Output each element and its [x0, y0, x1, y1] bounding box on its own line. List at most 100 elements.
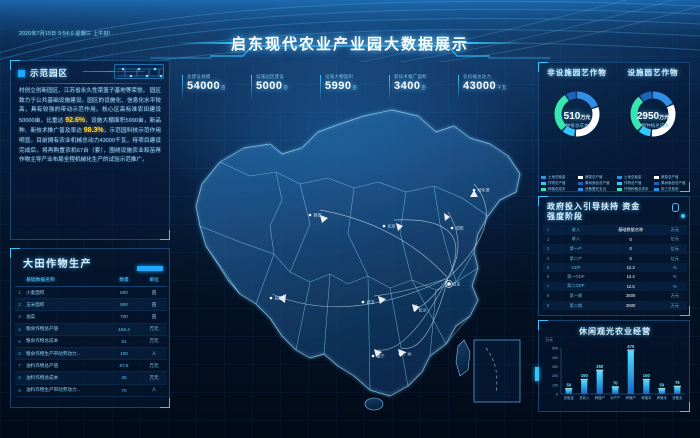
row-unit: 人 [141, 384, 167, 397]
para-line-2b: ，设施大棚面积5990亩，新品种、新技术推广普及率达 [19, 117, 161, 135]
table-row[interactable]: 9 第二期 2500 万元 [543, 300, 687, 311]
donut-card-0[interactable]: 非设施园艺作物 510万元 种植总成本 土地总租金 蔬菜总产值 作物总产值 果树食品总… [539, 68, 615, 191]
bar-chart-title: 休闲观光农业经营 [579, 327, 651, 336]
map-marker-广州[interactable]: 广州 [398, 351, 412, 357]
map-marker-西安[interactable]: 西安 [308, 212, 322, 218]
table-row[interactable]: 3 第一产 0 亿元 [543, 244, 687, 254]
donut-unit-1: 万元 [659, 115, 670, 121]
row-value: 87.5 [107, 359, 141, 373]
map-marker-南宁[interactable]: 南宁 [371, 353, 385, 359]
table-row[interactable]: 1 收入 基础数据名称 万元 [543, 225, 687, 235]
bar-水产产[interactable] [612, 387, 619, 394]
row-value: 基础数据名称 [598, 225, 663, 235]
map-marker-北京[interactable]: 北京 [382, 223, 396, 229]
stat-card-1[interactable]: 设施园区建设 5000亩 [251, 74, 320, 104]
stat-card-2[interactable]: 设施大棚面积 5990亩 [320, 74, 389, 104]
panel-horticulture-donuts: 非设施园艺作物 510万元 种植总成本 土地总租金 蔬菜总产值 作物总产值 果树食品总… [538, 62, 690, 192]
header-decoration [0, 0, 700, 62]
table-row[interactable]: 5 粮食作物总成本 51 万元 [15, 335, 167, 348]
donut-value-0: 510万元 [539, 111, 615, 122]
table-row[interactable]: 9 油料作物生产带动劳动力... 70 人 [15, 384, 167, 397]
stat-card-4[interactable]: 农机械总动力 43000千瓦 [458, 74, 527, 104]
bar-养殖本[interactable] [658, 389, 665, 394]
map-marker-哈尔滨[interactable]: 哈尔滨 [472, 187, 490, 193]
table-row[interactable]: 6 第一GDP 12.4% [543, 272, 687, 282]
stat-card-3[interactable]: 新技术推广面积 3400亩 [389, 74, 458, 104]
bar-设备支[interactable] [674, 387, 681, 394]
legend-swatch-icon [541, 182, 546, 185]
legend-item: 作物总产值 [617, 181, 654, 186]
row-unit: 亿元 [662, 244, 687, 254]
bar-value-label: 50 [566, 382, 571, 387]
svg-text:南宁: 南宁 [377, 353, 385, 359]
row-index: 5 [15, 335, 24, 348]
legend-item: 果树食品总产值 [654, 181, 691, 186]
row-value: 158.4 [107, 323, 141, 336]
map-marker-长沙[interactable]: 长沙 [413, 307, 427, 313]
bar-种植本[interactable] [643, 380, 650, 394]
table-row[interactable]: 8 油料作物总成本 25 万元 [15, 371, 167, 385]
para-line-1: 村创立创新园区、江苏省永久性菜篮子基地等荣誉。 [19, 88, 149, 94]
table-row[interactable]: 2 收入 0 亿元 [543, 235, 687, 245]
stat-value: 43000千瓦 [463, 80, 507, 92]
table-row[interactable]: 3 油菜 700 亩 [15, 310, 167, 324]
table-row[interactable]: 4 第二产 0 亿元 [543, 254, 687, 264]
row-name: 第一期 [569, 292, 583, 298]
row-unit: 亿元 [670, 236, 679, 242]
svg-text:哈尔滨: 哈尔滨 [478, 187, 490, 193]
donut-caption-1: 作物种植总成本 [636, 123, 670, 128]
row-unit: 亩 [141, 298, 167, 312]
bar-总收入[interactable] [581, 380, 588, 394]
table-row[interactable]: 2 玉米面积 900 亩 [15, 298, 167, 312]
table-row[interactable]: 8 第一期 2500 万元 [543, 291, 687, 301]
legend-swatch-icon [617, 188, 622, 191]
bar-总租金[interactable] [565, 389, 572, 394]
legend-item: 作物种植总成本 [617, 187, 654, 192]
table-row[interactable]: 6 粮食作物生产带动劳动力... 100 人 [15, 347, 167, 361]
bar-category-label: 总收入 [579, 395, 590, 400]
stat-unit: 千瓦 [497, 85, 507, 90]
map-marker-拉萨[interactable]: 拉萨 [269, 295, 283, 301]
stat-card-0[interactable]: 总建设规模 54000亩 [182, 74, 251, 104]
map-marker-启东[interactable]: 启东 [445, 280, 461, 288]
row-name: 油菜 [24, 310, 107, 324]
row-index: 8 [15, 371, 24, 385]
row-name: 收入 [553, 225, 599, 235]
row-name: 第二产 [569, 255, 583, 261]
table-row[interactable]: 4 粮食作物总产值 158.4 万元 [15, 323, 167, 336]
row-value: 900 [107, 298, 141, 312]
row-name: 小麦面积 [24, 286, 107, 300]
svg-text:广州: 广州 [404, 351, 412, 357]
map-marker-武汉[interactable]: 武汉 [361, 299, 375, 305]
china-map[interactable]: 哈尔滨北京 沈阳 西安启东武汉长沙广州 南宁 拉萨 [178, 104, 528, 414]
stat-value: 5000亩 [256, 80, 289, 92]
donut-card-1[interactable]: 设施园艺作物 2950万元 作物种植总成本 土地总租金 蔬菜总产值 作物总产值 果树食… [615, 68, 691, 192]
row-name: 粮食作物总成本 [24, 335, 107, 348]
table-row[interactable]: 7 第二GDP 12.5% [543, 281, 687, 292]
row-unit: 万元 [141, 371, 167, 385]
donut-center-0: 510万元 种植总成本 [539, 111, 615, 129]
row-index: 1 [543, 225, 553, 235]
donut-segment-蔬菜总产值 [630, 91, 676, 137]
stat-label: 设施大棚面积 [325, 74, 354, 79]
south-china-sea-inset [473, 339, 521, 403]
donut-segment-土地总租金 [554, 91, 600, 137]
bar-种植产[interactable] [596, 371, 603, 394]
stat-unit: 亩 [352, 85, 358, 90]
row-unit: 亿元 [670, 255, 679, 261]
bar-chart[interactable]: 0 100 200 300 400 500 50 150 250 70 470 150 50 75 总租… [539, 338, 691, 412]
square-bullet-icon [18, 69, 25, 77]
legend-swatch-icon [578, 182, 583, 185]
row-name: 油料作物总产值 [24, 359, 107, 373]
datetime-label: 2020年7月15日 9:54:0 星期三 上午好! [19, 31, 111, 37]
row-index: 7 [15, 359, 24, 373]
map-marker-沈阳[interactable]: 沈阳 [450, 225, 464, 231]
legend-swatch-icon [654, 182, 659, 185]
table-row[interactable]: 1 小麦面积 800 亩 [15, 286, 167, 300]
table-row[interactable]: 7 油料作物总产值 87.5 万元 [15, 359, 167, 373]
legend-label: 作物总产值 [624, 181, 642, 185]
row-value: 70 [107, 384, 141, 397]
table-row[interactable]: 5 GDP 12.3% [543, 263, 687, 272]
bar-养殖产[interactable] [627, 350, 634, 394]
bar-category-label: 水产产 [610, 395, 621, 400]
